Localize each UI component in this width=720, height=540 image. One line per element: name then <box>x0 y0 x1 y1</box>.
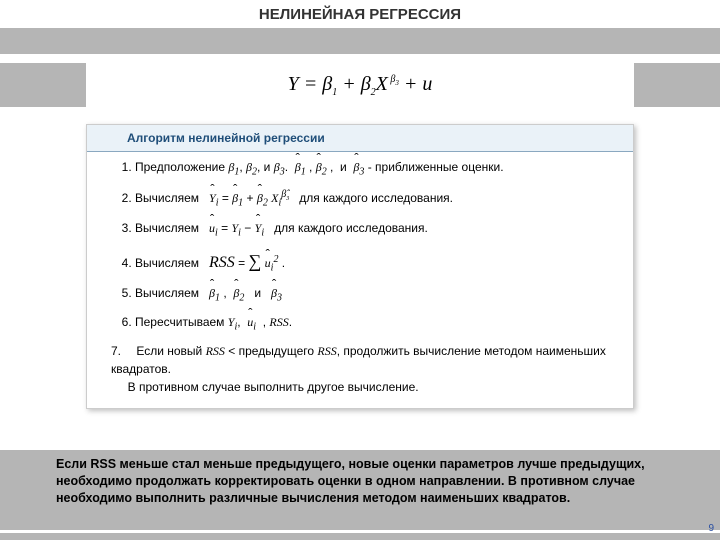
algo-step-7-number: 7. <box>111 342 133 360</box>
algo-step-7-line2: В противном случае выполнить другое вычи… <box>128 380 419 394</box>
algorithm-title: Алгоритм нелинейной регрессии <box>87 125 633 152</box>
algo-step-5: Вычисляем β1 , β2 и β3 <box>135 284 621 305</box>
algo-step-3: Вычисляем ui = Yi − Yi для каждого иссле… <box>135 219 621 240</box>
algo-step-6: Пересчитываем Yi, ui , RSS. <box>135 313 621 334</box>
algo-step-7: 7. Если новый RSS < предыдущего RSS, про… <box>111 342 619 396</box>
algo-step-1: Предположение β1, β2, и β3. β1 , β2 , и … <box>135 158 621 179</box>
algorithm-steps-list: Предположение β1, β2, и β3. β1 , β2 , и … <box>117 158 633 334</box>
main-equation-box: Y = β1 + β2X β3 + u <box>86 63 634 107</box>
page-number: 9 <box>708 523 714 534</box>
algo-step-2: Вычисляем Yi = β1 + β2 Xiβ̂3 для каждого… <box>135 187 621 210</box>
bottom-paragraph: Если RSS меньше стал меньше предыдущего,… <box>56 456 668 507</box>
page-title: НЕЛИНЕЙНАЯ РЕГРЕССИЯ <box>0 6 720 23</box>
algo-step-4: Вычисляем RSS = ∑ ui2 . <box>135 248 621 275</box>
main-equation: Y = β1 + β2X β3 + u <box>288 73 433 98</box>
decorative-stripe-top <box>0 28 720 54</box>
algo-step-7-line1: Если новый RSS < предыдущего RSS, продол… <box>111 344 606 376</box>
algorithm-box: Алгоритм нелинейной регрессии Предположе… <box>86 124 634 409</box>
decorative-stripe-footer <box>0 533 720 540</box>
